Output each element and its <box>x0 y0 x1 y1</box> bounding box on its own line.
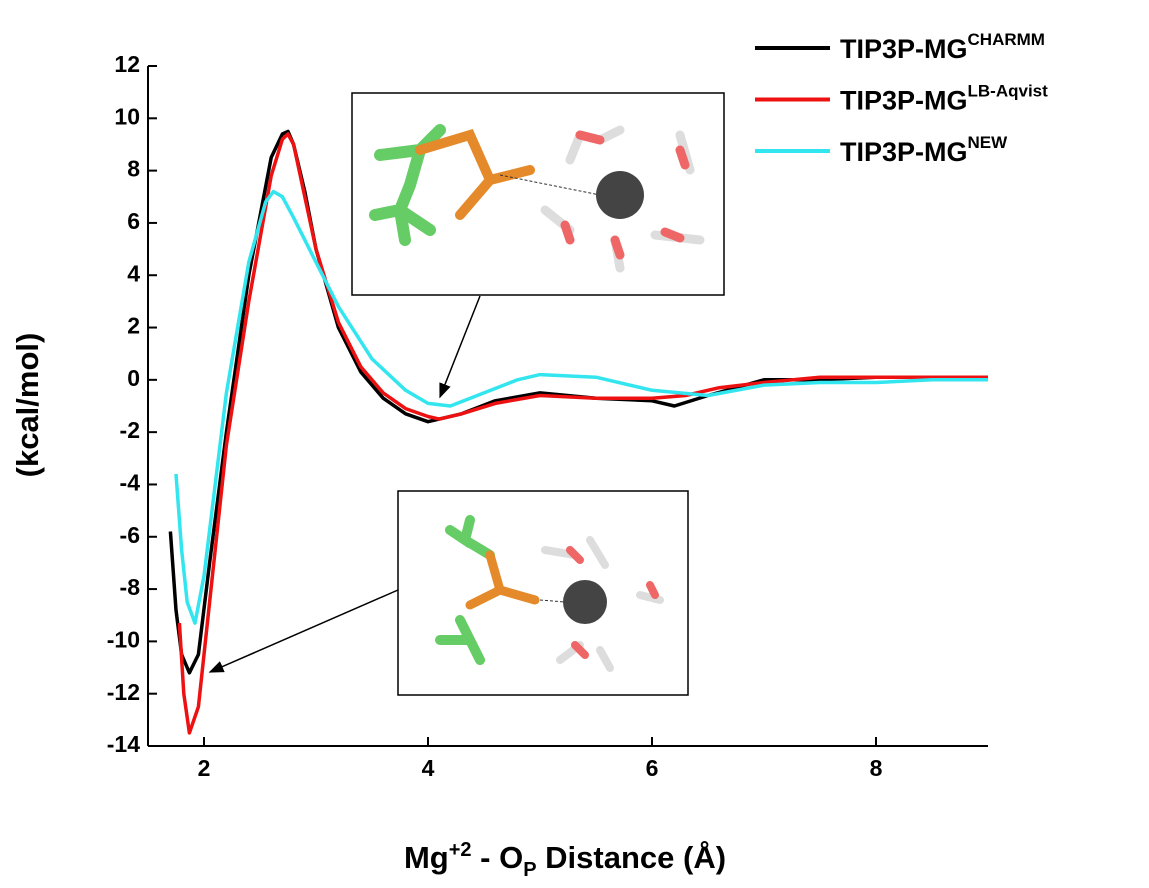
series-line <box>177 132 988 735</box>
x-tick-label: 6 <box>646 755 659 781</box>
y-tick-label: 8 <box>127 156 140 182</box>
x-tick-label: 2 <box>198 755 211 781</box>
y-axis-label: (kcal/mol) <box>10 333 45 478</box>
legend-sup: NEW <box>968 133 1009 152</box>
legend-label: TIP3P-MGLB-Aqvist <box>840 82 1048 116</box>
legend-name: TIP3P-MG <box>840 34 968 64</box>
legend-label: TIP3P-MGNEW <box>840 133 1008 167</box>
y-tick-label: 12 <box>114 51 140 77</box>
y-tick-label: -2 <box>120 417 140 443</box>
x-label-part: +2 <box>449 839 472 861</box>
legend-sup: LB-Aqvist <box>968 82 1049 101</box>
y-tick-label: -6 <box>120 522 140 548</box>
x-tick-label: 4 <box>422 755 435 781</box>
x-axis-label: Mg+2 - OP Distance (Å) <box>404 839 726 881</box>
y-tick-label: -12 <box>107 679 140 705</box>
y-tick-label: -10 <box>107 626 140 652</box>
legend-sup: CHARMM <box>968 30 1045 49</box>
y-tick-label: -14 <box>107 731 140 757</box>
legend-name: TIP3P-MG <box>840 137 968 167</box>
inset-bottom <box>397 490 689 696</box>
legend-label: TIP3P-MGCHARMM <box>840 30 1045 64</box>
series-line <box>168 129 988 675</box>
y-tick-label: -4 <box>120 470 141 496</box>
y-tick-label: 2 <box>127 313 140 339</box>
x-label-part: Mg <box>404 840 449 875</box>
y-tick-label: 0 <box>127 365 140 391</box>
legend-name: TIP3P-MG <box>840 86 968 116</box>
series-line <box>174 189 988 625</box>
y-tick-label: -8 <box>120 574 141 600</box>
x-label-part: - O <box>472 840 524 875</box>
inset-top <box>351 92 725 296</box>
x-label-part: P <box>523 859 536 881</box>
y-tick-label: 4 <box>127 260 140 286</box>
arrow <box>439 295 481 399</box>
y-tick-label: 10 <box>114 103 140 129</box>
x-label-part: Distance (Å) <box>537 840 726 875</box>
y-tick-label: 6 <box>127 208 140 234</box>
x-tick-label: 8 <box>870 755 883 781</box>
arrow <box>208 589 399 673</box>
